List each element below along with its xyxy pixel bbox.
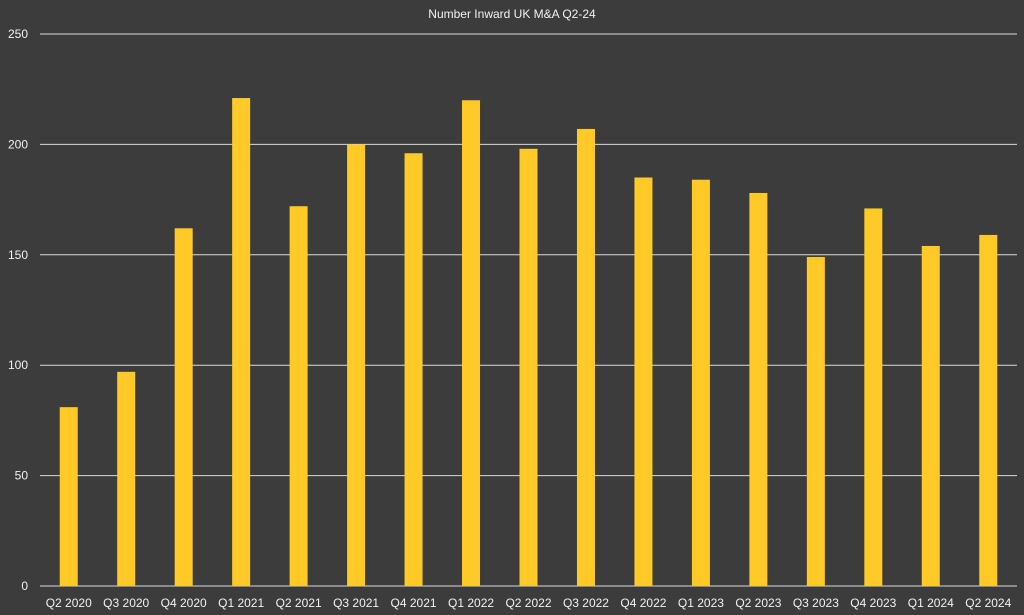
bar [519,148,538,587]
bar [347,144,366,586]
x-tick-label: Q2 2020 [46,596,92,610]
x-tick-label: Q3 2020 [103,596,149,610]
bars [59,98,998,587]
y-tick-label: 50 [15,469,29,483]
bar [117,371,136,586]
y-tick-label: 200 [8,137,28,151]
x-tick-label: Q2 2021 [276,596,322,610]
x-tick-label: Q3 2023 [793,596,839,610]
y-axis-ticks: 0 50 100 150 200 250 [8,27,28,593]
x-axis-ticks: Q2 2020 Q3 2020 Q4 2020 Q1 2021 Q2 2021 Q3 20… [46,596,1012,610]
bar [174,228,193,586]
x-tick-label: Q1 2021 [218,596,264,610]
bar [749,192,768,586]
x-tick-label: Q1 2024 [908,596,954,610]
x-tick-label: Q2 2024 [965,596,1011,610]
bar [979,234,998,587]
bar [59,407,78,586]
bar [806,257,825,586]
x-tick-label: Q4 2022 [620,596,666,610]
x-tick-label: Q3 2022 [563,596,609,610]
x-tick-label: Q4 2020 [161,596,207,610]
bar [864,208,883,586]
x-tick-label: Q1 2023 [678,596,724,610]
bar [462,100,481,587]
y-tick-label: 250 [8,27,28,41]
bar [404,153,423,586]
y-tick-label: 100 [8,358,28,372]
y-tick-label: 150 [8,248,28,262]
bar [232,98,251,587]
bar [576,128,595,586]
bar [289,206,308,586]
x-tick-label: Q4 2021 [391,596,437,610]
bar [921,245,940,586]
y-tick-label: 0 [21,579,28,593]
x-tick-label: Q4 2023 [850,596,896,610]
bar [691,179,710,586]
x-tick-label: Q2 2023 [735,596,781,610]
chart-title: Number Inward UK M&A Q2-24 [428,7,596,21]
x-tick-label: Q1 2022 [448,596,494,610]
bar [634,177,653,586]
x-tick-label: Q2 2022 [505,596,551,610]
x-tick-label: Q3 2021 [333,596,379,610]
